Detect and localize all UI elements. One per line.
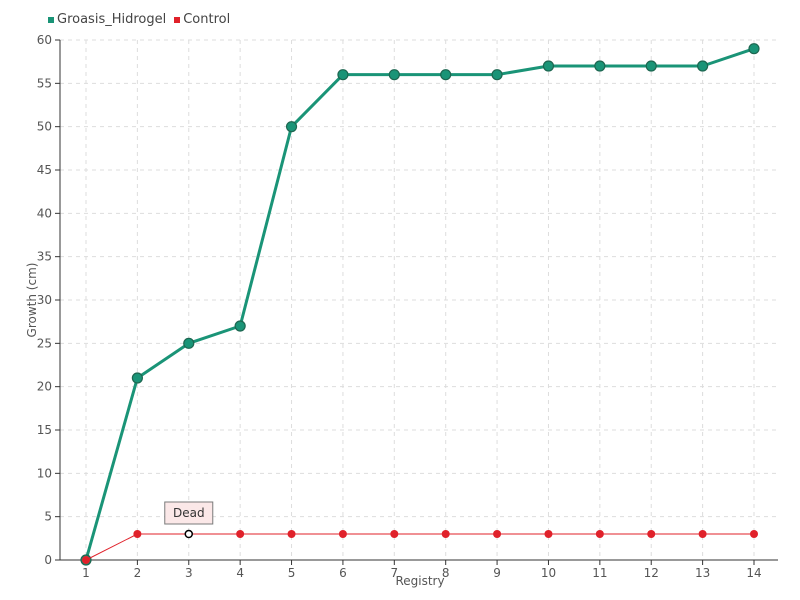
data-point[interactable] <box>183 337 195 349</box>
data-point[interactable] <box>594 60 606 72</box>
x-tick-label: 2 <box>134 566 142 580</box>
legend-item-groasis-hidrogel[interactable]: Groasis_Hidrogel <box>48 12 166 27</box>
y-tick-label: 30 <box>37 293 52 307</box>
data-point[interactable] <box>595 530 604 538</box>
data-point[interactable] <box>750 530 758 538</box>
y-tick-label: 20 <box>37 380 52 394</box>
x-tick-label: 3 <box>185 566 193 580</box>
y-tick-label: 10 <box>37 466 52 480</box>
series <box>80 43 760 566</box>
data-point[interactable] <box>82 556 90 564</box>
data-point[interactable] <box>542 60 555 72</box>
y-tick-label: 45 <box>37 163 52 177</box>
data-point[interactable] <box>131 372 143 384</box>
x-tick-label: 7 <box>390 566 398 580</box>
x-tick-label: 13 <box>695 566 710 580</box>
data-point[interactable] <box>697 60 709 72</box>
annotation-box <box>164 501 214 525</box>
annotation-label: Dead <box>173 506 205 520</box>
x-tick-label: 6 <box>339 566 347 580</box>
annotated-point[interactable] <box>184 529 194 539</box>
y-tick-label: 0 <box>44 553 52 567</box>
x-tick-label: 5 <box>288 566 296 580</box>
data-point[interactable] <box>544 530 553 538</box>
series-line <box>85 533 754 561</box>
y-tick-label: 25 <box>37 336 52 350</box>
legend-swatch-groasis-hidrogel <box>48 16 54 23</box>
data-point[interactable] <box>234 320 246 332</box>
data-point[interactable] <box>287 530 296 538</box>
data-point[interactable] <box>491 69 503 81</box>
legend: Groasis_Hidrogel Control <box>48 12 238 27</box>
x-tick-label: 9 <box>493 566 501 580</box>
x-axis-title: Registry <box>395 574 444 588</box>
y-tick-label: 15 <box>37 423 52 437</box>
data-point[interactable] <box>440 69 452 81</box>
y-tick-label: 5 <box>44 510 52 524</box>
data-point[interactable] <box>647 530 656 538</box>
grid <box>60 39 778 560</box>
legend-item-control[interactable]: Control <box>174 12 230 27</box>
annotation-tooltip: Dead <box>164 501 214 539</box>
series-1 <box>82 530 758 564</box>
data-point[interactable] <box>285 121 298 133</box>
y-tick-label: 35 <box>37 250 52 264</box>
x-tick-label: 12 <box>644 566 659 580</box>
x-tick-label: 1 <box>82 566 90 580</box>
x-tick-label: 4 <box>236 566 244 580</box>
data-point[interactable] <box>337 69 349 81</box>
y-axis-title: Growth (cm) <box>25 263 39 338</box>
data-point[interactable] <box>748 43 760 55</box>
data-point[interactable] <box>388 69 400 81</box>
data-point[interactable] <box>698 530 707 538</box>
annotations: Dead <box>164 501 214 539</box>
data-point[interactable] <box>390 530 399 538</box>
data-point[interactable] <box>441 530 450 538</box>
series-line <box>84 47 755 561</box>
data-point[interactable] <box>338 530 347 538</box>
data-point[interactable] <box>493 530 502 538</box>
x-tick-label: 14 <box>746 566 761 580</box>
x-tick-label: 8 <box>442 566 450 580</box>
x-tick-label: 11 <box>592 566 607 580</box>
legend-label-groasis-hidrogel: Groasis_Hidrogel <box>57 12 167 27</box>
y-tick-label: 60 <box>37 33 52 47</box>
data-point[interactable] <box>645 60 657 72</box>
axes: Growth (cm) Registry 0510152025303540455… <box>25 33 778 588</box>
x-tick-label: 10 <box>541 566 556 580</box>
y-tick-label: 50 <box>37 120 52 134</box>
legend-label-control: Control <box>183 12 231 27</box>
legend-swatch-control <box>174 16 181 23</box>
data-point[interactable] <box>236 530 245 538</box>
y-tick-label: 40 <box>37 206 52 220</box>
data-point[interactable] <box>133 530 142 538</box>
y-tick-label: 55 <box>37 76 52 90</box>
series-0 <box>80 43 760 566</box>
